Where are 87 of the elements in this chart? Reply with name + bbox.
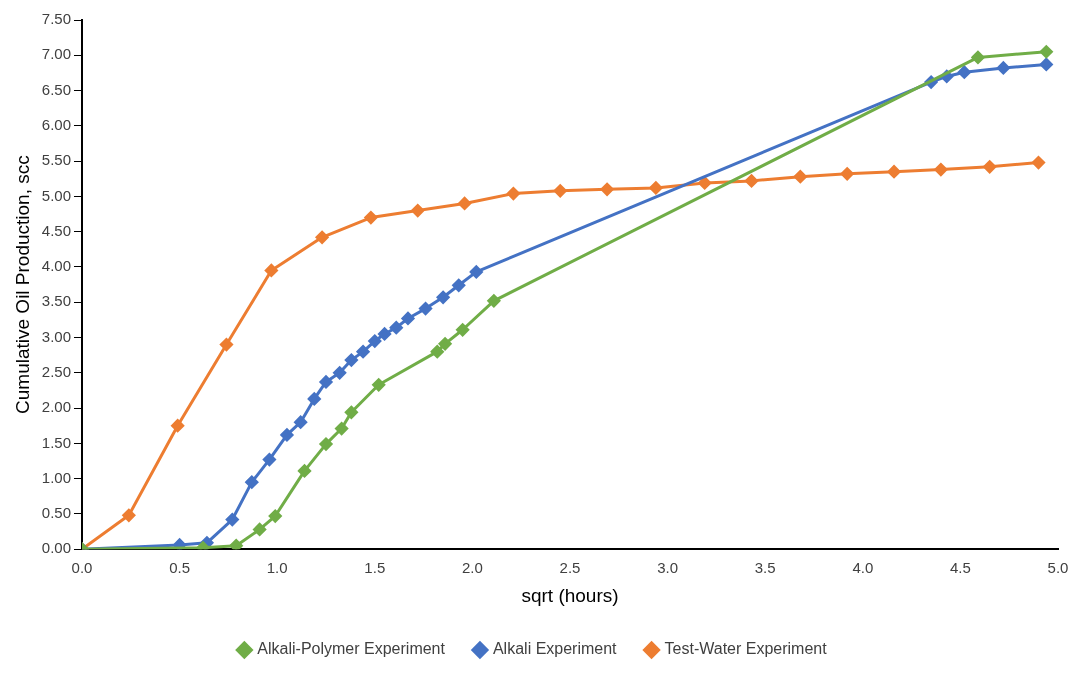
y-tick-label: 4.50 — [41, 221, 71, 239]
point — [262, 453, 276, 467]
point — [294, 415, 308, 429]
x-tick-label: 1.5 — [364, 559, 386, 577]
point — [389, 321, 403, 335]
point — [378, 327, 392, 341]
point — [793, 170, 807, 184]
point — [1039, 45, 1053, 59]
y-tick-label: 7.50 — [41, 10, 71, 28]
y-tick-label: 3.00 — [41, 327, 71, 345]
point — [487, 294, 501, 308]
legend-label: Test-Water Experiment — [664, 640, 828, 658]
point — [698, 176, 712, 190]
x-axis-title: sqrt (hours) — [521, 584, 619, 606]
y-tick-label: 2.00 — [41, 398, 71, 416]
point — [344, 353, 358, 367]
point — [219, 338, 233, 352]
point — [458, 196, 472, 210]
point — [333, 366, 347, 380]
point — [996, 61, 1010, 75]
x-tick-label: 0.0 — [71, 559, 93, 577]
point — [840, 167, 854, 181]
point — [649, 181, 663, 195]
point — [171, 419, 185, 433]
point — [364, 211, 378, 225]
y-tick-label: 4.00 — [41, 257, 71, 275]
x-tick-label: 5.0 — [1047, 559, 1069, 577]
y-tick-label: 0.50 — [41, 504, 71, 522]
point — [368, 334, 382, 348]
legend-label: Alkali-Polymer Experiment — [257, 640, 446, 658]
point — [971, 50, 985, 64]
x-tick-label: 2.0 — [461, 559, 483, 577]
x-tick-label: 3.0 — [657, 559, 679, 577]
x-tick-label: 1.0 — [266, 559, 288, 577]
point — [225, 513, 239, 527]
point — [298, 464, 312, 478]
point — [319, 375, 333, 389]
point — [957, 65, 971, 79]
point — [983, 160, 997, 174]
point — [122, 508, 136, 522]
point — [253, 522, 267, 536]
point — [401, 311, 415, 325]
y-tick-label: 6.00 — [41, 115, 71, 133]
point — [245, 475, 259, 489]
point — [436, 290, 450, 304]
point — [335, 422, 349, 436]
y-tick-label: 6.50 — [41, 80, 71, 98]
x-tick-label: 3.5 — [754, 559, 776, 577]
x-tick-label: 4.0 — [852, 559, 874, 577]
point — [887, 165, 901, 179]
y-tick-label: 7.00 — [41, 45, 71, 63]
y-tick-label: 5.00 — [41, 186, 71, 204]
y-tick-label: 2.50 — [41, 362, 71, 380]
y-tick-label: 5.50 — [41, 151, 71, 169]
y-tick-label: 1.50 — [41, 433, 71, 451]
point — [372, 378, 386, 392]
point — [600, 182, 614, 196]
point — [506, 187, 520, 201]
point — [456, 323, 470, 337]
x-tick-label: 2.5 — [559, 559, 581, 577]
y-tick-label: 1.00 — [41, 468, 71, 486]
point — [430, 345, 444, 359]
point — [745, 174, 759, 188]
point — [1039, 57, 1053, 71]
point — [268, 509, 282, 523]
point — [315, 230, 329, 244]
point — [264, 263, 278, 277]
legend-label: Alkali Experiment — [492, 640, 618, 658]
x-tick-label: 4.5 — [949, 559, 971, 577]
point — [307, 392, 321, 406]
point — [419, 302, 433, 316]
point — [469, 265, 483, 279]
y-axis-title: Cumulative Oil Production, scc — [11, 155, 33, 414]
point — [452, 278, 466, 292]
point — [344, 405, 358, 419]
point — [229, 539, 243, 550]
point — [1031, 156, 1045, 170]
point — [553, 184, 567, 198]
point — [411, 204, 425, 218]
y-tick-label: 0.00 — [41, 539, 71, 557]
point — [280, 428, 294, 442]
point — [356, 345, 370, 359]
y-tick-label: 3.50 — [41, 292, 71, 310]
point — [934, 163, 948, 177]
point — [319, 437, 333, 451]
point — [438, 337, 452, 351]
x-tick-label: 0.5 — [169, 559, 191, 577]
